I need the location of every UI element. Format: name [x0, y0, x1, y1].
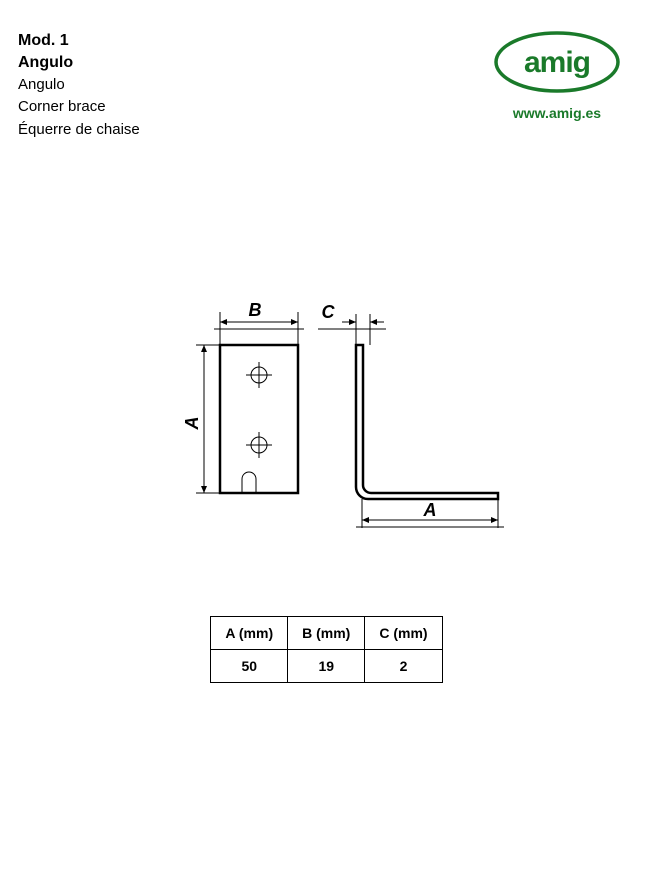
- bottom-slot: [242, 472, 256, 493]
- cell-A: 50: [211, 650, 288, 683]
- cell-B: 19: [288, 650, 365, 683]
- dimensions-table: A (mm) B (mm) C (mm) 50 19 2: [210, 616, 442, 683]
- dim-label-A-vert: A: [182, 417, 202, 431]
- brand-logo-text: amig: [524, 46, 590, 79]
- table-row: 50 19 2: [211, 650, 442, 683]
- col-C: C (mm): [365, 617, 442, 650]
- col-A: A (mm): [211, 617, 288, 650]
- brand-url: www.amig.es: [493, 105, 621, 121]
- table-header-row: A (mm) B (mm) C (mm): [211, 617, 442, 650]
- brand-logo-icon: amig: [493, 30, 621, 94]
- side-view-bracket: [356, 345, 498, 499]
- dim-label-B: B: [249, 300, 262, 320]
- technical-drawing: B A C A: [0, 290, 653, 570]
- dim-label-A-horiz: A: [423, 500, 437, 520]
- brand-logo-block: amig www.amig.es: [493, 30, 621, 121]
- col-B: B (mm): [288, 617, 365, 650]
- product-name-fr: Équerre de chaise: [18, 120, 635, 140]
- cell-C: 2: [365, 650, 442, 683]
- dimensions-table-wrap: A (mm) B (mm) C (mm) 50 19 2: [0, 616, 653, 683]
- dim-label-C: C: [322, 302, 336, 322]
